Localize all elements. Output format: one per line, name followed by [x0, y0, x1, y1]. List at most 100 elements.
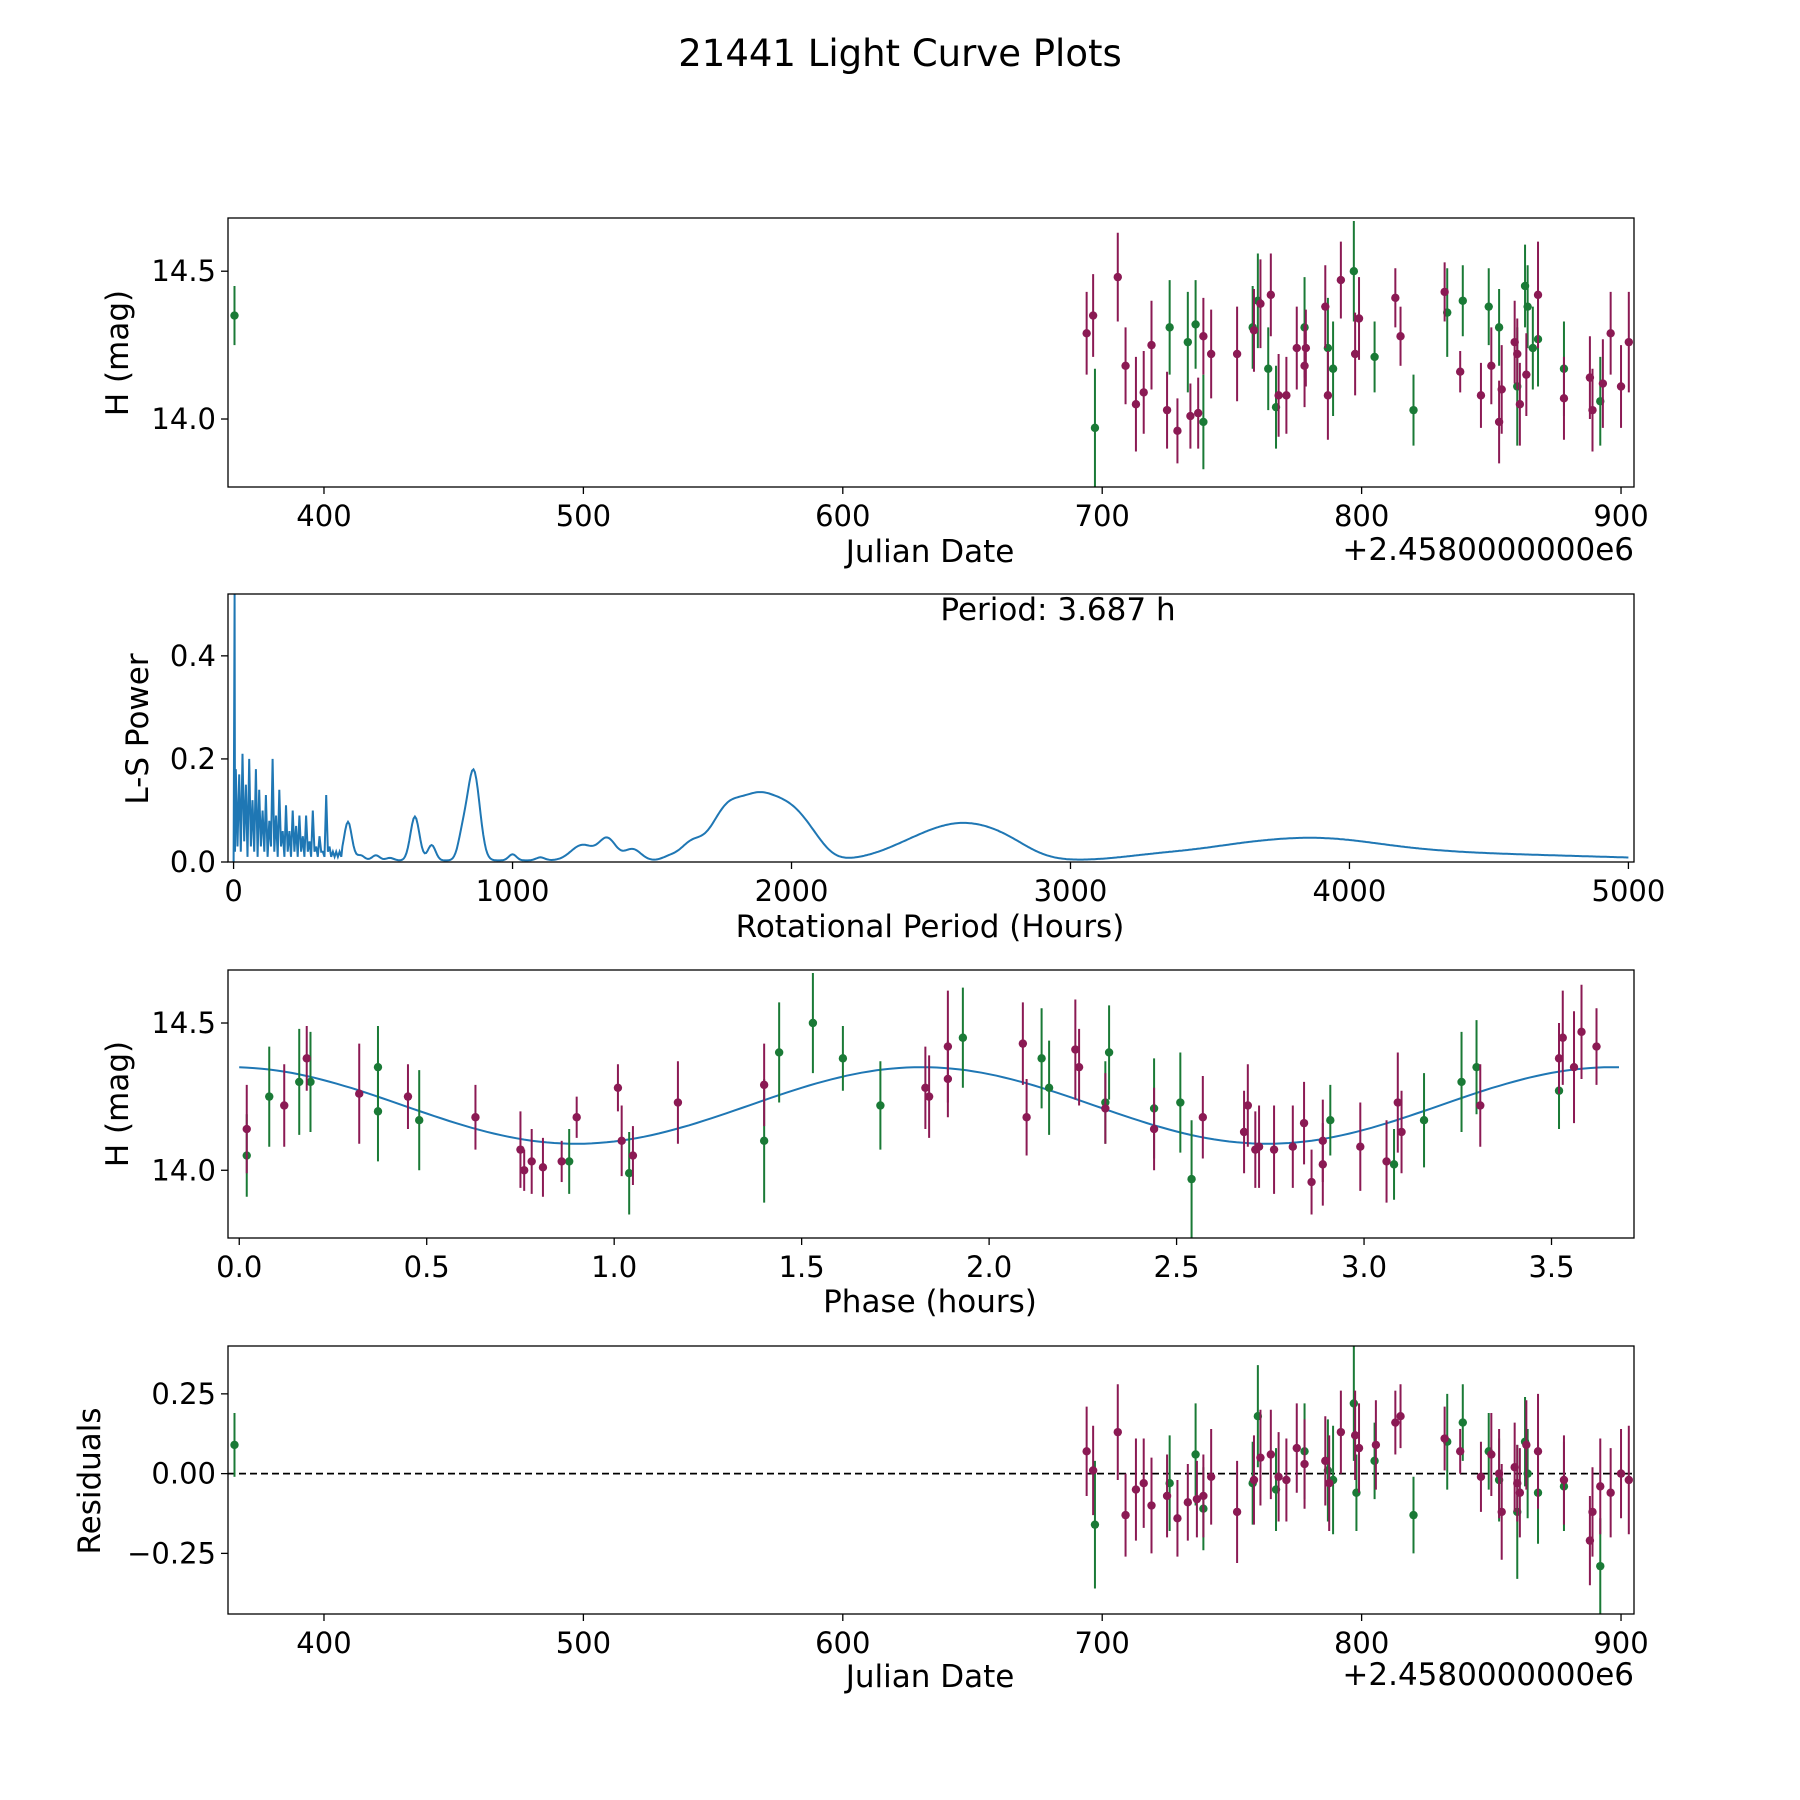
- y-tick-label: 14.0: [151, 1153, 216, 1187]
- data-point: [1457, 1077, 1466, 1087]
- data-point: [1476, 391, 1486, 400]
- x-tick-label: 4000: [1313, 874, 1387, 908]
- data-point: [1199, 332, 1208, 341]
- y-tick-label: 0.0: [170, 845, 216, 879]
- y-tick-label: −0.25: [127, 1536, 216, 1570]
- x-tick-label: 500: [556, 1626, 611, 1660]
- data-point: [1326, 1115, 1335, 1125]
- data-point: [1396, 332, 1405, 341]
- data-point: [1396, 1411, 1405, 1421]
- data-point: [1082, 329, 1091, 338]
- data-point: [943, 1074, 953, 1084]
- data-point: [1624, 337, 1634, 347]
- data-point: [1232, 349, 1242, 359]
- data-point: [759, 1136, 769, 1146]
- data-point: [1528, 343, 1538, 353]
- data-point: [1147, 340, 1156, 350]
- x-tick-label: 1.5: [779, 1250, 825, 1284]
- data-point: [1354, 314, 1364, 323]
- data-point: [1606, 1488, 1615, 1497]
- data-point: [924, 1092, 934, 1101]
- axes-frame: [227, 593, 1635, 863]
- data-point: [1199, 1491, 1208, 1501]
- data-point: [1497, 385, 1506, 394]
- data-point: [1476, 1472, 1486, 1482]
- data-point: [471, 1113, 480, 1122]
- data-point: [1391, 293, 1400, 303]
- x-tick-label: 600: [815, 499, 870, 533]
- data-point: [1356, 1142, 1365, 1151]
- light-curve-x-offset: +2.4580000000e6: [1342, 532, 1634, 568]
- data-point: [1487, 1450, 1496, 1459]
- residuals-ylabel: Residuals: [72, 1407, 108, 1554]
- data-point: [1559, 1475, 1569, 1485]
- x-tick-label: 800: [1334, 499, 1389, 533]
- data-point: [1328, 364, 1338, 373]
- data-point: [1037, 1054, 1046, 1063]
- data-point: [1018, 1039, 1028, 1048]
- x-tick-label: 400: [296, 499, 351, 533]
- data-point: [1577, 1027, 1586, 1037]
- data-point: [1389, 1160, 1399, 1169]
- data-point: [1616, 382, 1626, 391]
- light-curve-xlabel: Julian Date: [844, 534, 1015, 570]
- y-tick-label: 0.2: [170, 742, 216, 776]
- data-point: [1616, 1469, 1626, 1478]
- x-tick-label: 1000: [476, 874, 550, 908]
- data-point: [1515, 400, 1525, 409]
- x-tick-label: 2000: [755, 874, 829, 908]
- data-point: [1173, 1514, 1182, 1523]
- data-point: [1147, 1501, 1156, 1510]
- data-point: [1149, 1124, 1159, 1134]
- data-point: [1458, 296, 1467, 305]
- data-point: [1206, 1472, 1216, 1482]
- data-point: [1596, 1482, 1605, 1491]
- lightcurve-plot-area: [230, 220, 1634, 487]
- data-point: [302, 1054, 311, 1063]
- data-point: [1592, 1042, 1601, 1051]
- data-point: [1121, 361, 1130, 371]
- data-point: [230, 311, 239, 320]
- data-point: [808, 1018, 818, 1028]
- data-point: [1370, 352, 1379, 362]
- x-tick-label: 3.5: [1528, 1250, 1574, 1284]
- data-point: [1191, 1450, 1200, 1459]
- data-point: [1476, 1101, 1485, 1110]
- data-point: [628, 1151, 638, 1160]
- data-point: [1515, 1488, 1525, 1497]
- phased-xlabel: Phase (hours): [823, 1284, 1037, 1320]
- data-point: [1113, 1427, 1122, 1437]
- data-point: [1321, 1456, 1330, 1466]
- x-tick-label: 400: [296, 1626, 351, 1660]
- data-point: [1292, 343, 1301, 353]
- data-point: [564, 1157, 574, 1166]
- data-point: [557, 1157, 566, 1166]
- data-point: [958, 1033, 968, 1042]
- data-point: [1266, 1450, 1276, 1459]
- y-tick-label: 14.5: [151, 1006, 216, 1040]
- x-tick-label: 3000: [1034, 874, 1108, 908]
- data-point: [1139, 1478, 1148, 1488]
- x-tick-label: 900: [1593, 1626, 1648, 1660]
- residuals-plot-area: [228, 1346, 1634, 1614]
- data-point: [1292, 1443, 1301, 1453]
- data-point: [527, 1157, 536, 1166]
- data-point: [1569, 1062, 1579, 1072]
- data-point: [1274, 391, 1283, 400]
- data-point: [1349, 1399, 1359, 1408]
- data-point: [1022, 1113, 1031, 1122]
- data-point: [1300, 361, 1309, 371]
- data-point: [1198, 1113, 1208, 1122]
- data-point: [1090, 423, 1100, 433]
- data-point: [838, 1054, 848, 1063]
- x-tick-label: 3.0: [1341, 1250, 1387, 1284]
- figure-title: 21441 Light Curve Plots: [678, 32, 1122, 75]
- data-point: [617, 1136, 626, 1146]
- light-curve-plot: 400 500 600 700 800 900 14.0 14.5: [151, 217, 1649, 533]
- data-point: [1183, 337, 1193, 347]
- data-point: [1307, 1177, 1316, 1187]
- data-point: [1173, 426, 1182, 436]
- data-point: [1243, 1101, 1253, 1110]
- y-tick-label: 0.25: [151, 1377, 216, 1411]
- data-point: [1336, 1427, 1346, 1437]
